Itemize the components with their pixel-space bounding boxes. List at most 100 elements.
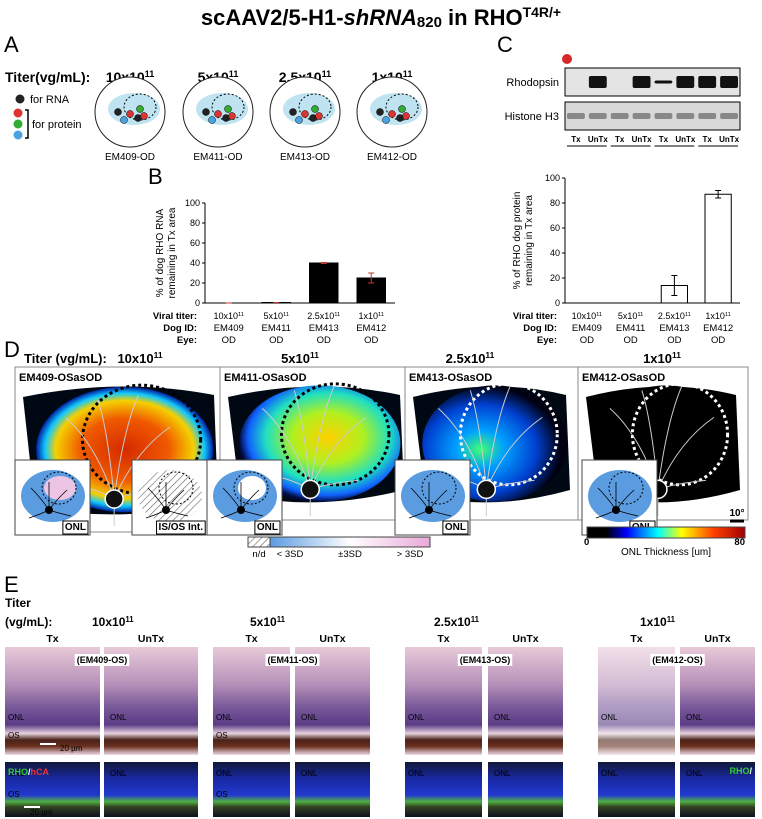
ihc-image <box>5 762 100 817</box>
sd-legend-label: n/d <box>252 549 265 560</box>
titer: 2.5x1011 <box>658 311 691 321</box>
vessel <box>309 385 335 490</box>
titer-exp: 11 <box>334 312 340 318</box>
map-label-bg <box>407 370 491 384</box>
blot-label: Rhodopsin <box>506 77 559 89</box>
titer-base: 10x10 <box>117 351 153 366</box>
sample-dot <box>388 110 396 118</box>
column-label: Tx <box>630 633 642 645</box>
vessel <box>309 416 367 490</box>
bleb-outline <box>630 382 730 487</box>
titer-exp: 11 <box>667 615 676 624</box>
stain-hca: hCA <box>31 767 50 777</box>
titer: 1x1011 <box>640 615 676 630</box>
layer-label: ONL <box>408 713 425 722</box>
map-label-bg <box>222 370 306 384</box>
band <box>588 76 607 88</box>
band <box>720 113 738 119</box>
titer: 5x1011 <box>250 615 286 630</box>
map-label: EM413-OSasOD <box>409 372 492 384</box>
band <box>654 113 673 119</box>
x-tick-label: EM412 <box>356 323 386 334</box>
titer: 2.5x1011 <box>307 311 340 321</box>
titer: 5x1011 <box>263 311 289 321</box>
inset-map <box>588 470 652 522</box>
column-label: UnTx <box>512 633 538 645</box>
sample-dot <box>376 108 384 116</box>
band <box>698 113 717 119</box>
bleb-outline <box>458 382 559 487</box>
x-tick-label: EM412 <box>703 323 733 334</box>
inset-bleb <box>421 471 457 505</box>
y-axis-label: % of RHO dog protein <box>512 192 523 290</box>
band <box>654 80 673 84</box>
bleb-outline <box>81 383 203 496</box>
bleb <box>211 93 245 121</box>
column-label: Tx <box>46 633 58 645</box>
ihc-image <box>295 762 370 817</box>
column-label: UnTx <box>704 633 730 645</box>
titer-base: 1x10 <box>640 615 667 629</box>
layer-label: ONL <box>301 769 318 778</box>
eye-label: EM411-OD <box>193 152 242 163</box>
titer-exp: 11 <box>685 312 691 318</box>
optic-disc <box>45 506 53 514</box>
stain-label: RHO/hCA <box>8 767 50 777</box>
stain-rho: RHO <box>8 767 28 777</box>
titer-label: (vg/mL): <box>5 615 52 629</box>
inset-bleb <box>608 471 644 505</box>
eye-label: EM413-OD <box>280 152 330 163</box>
sample-label: (EM409-OS) <box>77 655 128 665</box>
legend-dot <box>13 119 23 129</box>
inset-map <box>238 476 266 500</box>
ihc-image <box>213 762 290 817</box>
layer-label: ONL <box>301 713 318 722</box>
inset-label-box <box>254 520 281 535</box>
inset-map <box>44 476 76 500</box>
column-label: Tx <box>245 633 257 645</box>
sample-dot <box>224 105 232 113</box>
optic-disc <box>104 489 124 509</box>
vessel <box>65 417 115 500</box>
lane-label: UnTx <box>588 135 609 144</box>
titer: 10x1011 <box>117 350 162 366</box>
sample-dot <box>289 108 297 116</box>
titer-exp: 11 <box>485 350 494 360</box>
titer-base: 1x10 <box>643 351 672 366</box>
x-tick-label: OD <box>580 335 594 346</box>
legend-bracket <box>25 109 29 139</box>
layer-label: OS <box>8 790 20 799</box>
titer-base: 5x10 <box>250 615 277 629</box>
titer-exp: 11 <box>378 312 384 318</box>
layer-label: ONL <box>110 769 127 778</box>
sample-dot <box>136 105 144 113</box>
x-tick-label: EM411 <box>262 323 291 334</box>
inset-label: ONL <box>445 522 466 533</box>
inset-label: IS/OS Int. <box>159 522 204 533</box>
titer: 10x1011 <box>213 311 244 321</box>
inset-label-box <box>156 520 206 535</box>
map-label: EM409-OSasOD <box>19 372 102 384</box>
layer-label: ONL <box>686 713 703 722</box>
band <box>588 113 607 119</box>
band <box>676 76 695 88</box>
titer-label: Titer <box>5 596 31 610</box>
titer: 2.5x1011 <box>446 350 495 366</box>
optic-disc <box>300 479 320 500</box>
band <box>632 113 651 119</box>
band <box>720 76 738 88</box>
titer: 1x1011 <box>643 350 681 366</box>
stain-sep: / <box>28 767 31 777</box>
layer-label: ONL <box>494 769 511 778</box>
panel-letter: A <box>4 32 19 57</box>
column-label: UnTx <box>319 633 345 645</box>
column-label: Tx <box>437 633 449 645</box>
title-part: T4R/+ <box>523 4 562 20</box>
band <box>676 113 695 119</box>
vessel <box>657 385 683 490</box>
titer-exp: 11 <box>310 350 319 360</box>
titer-label: Titer (vg/mL): <box>24 351 107 366</box>
row-label: Dog ID: <box>163 323 197 334</box>
band <box>567 113 585 119</box>
